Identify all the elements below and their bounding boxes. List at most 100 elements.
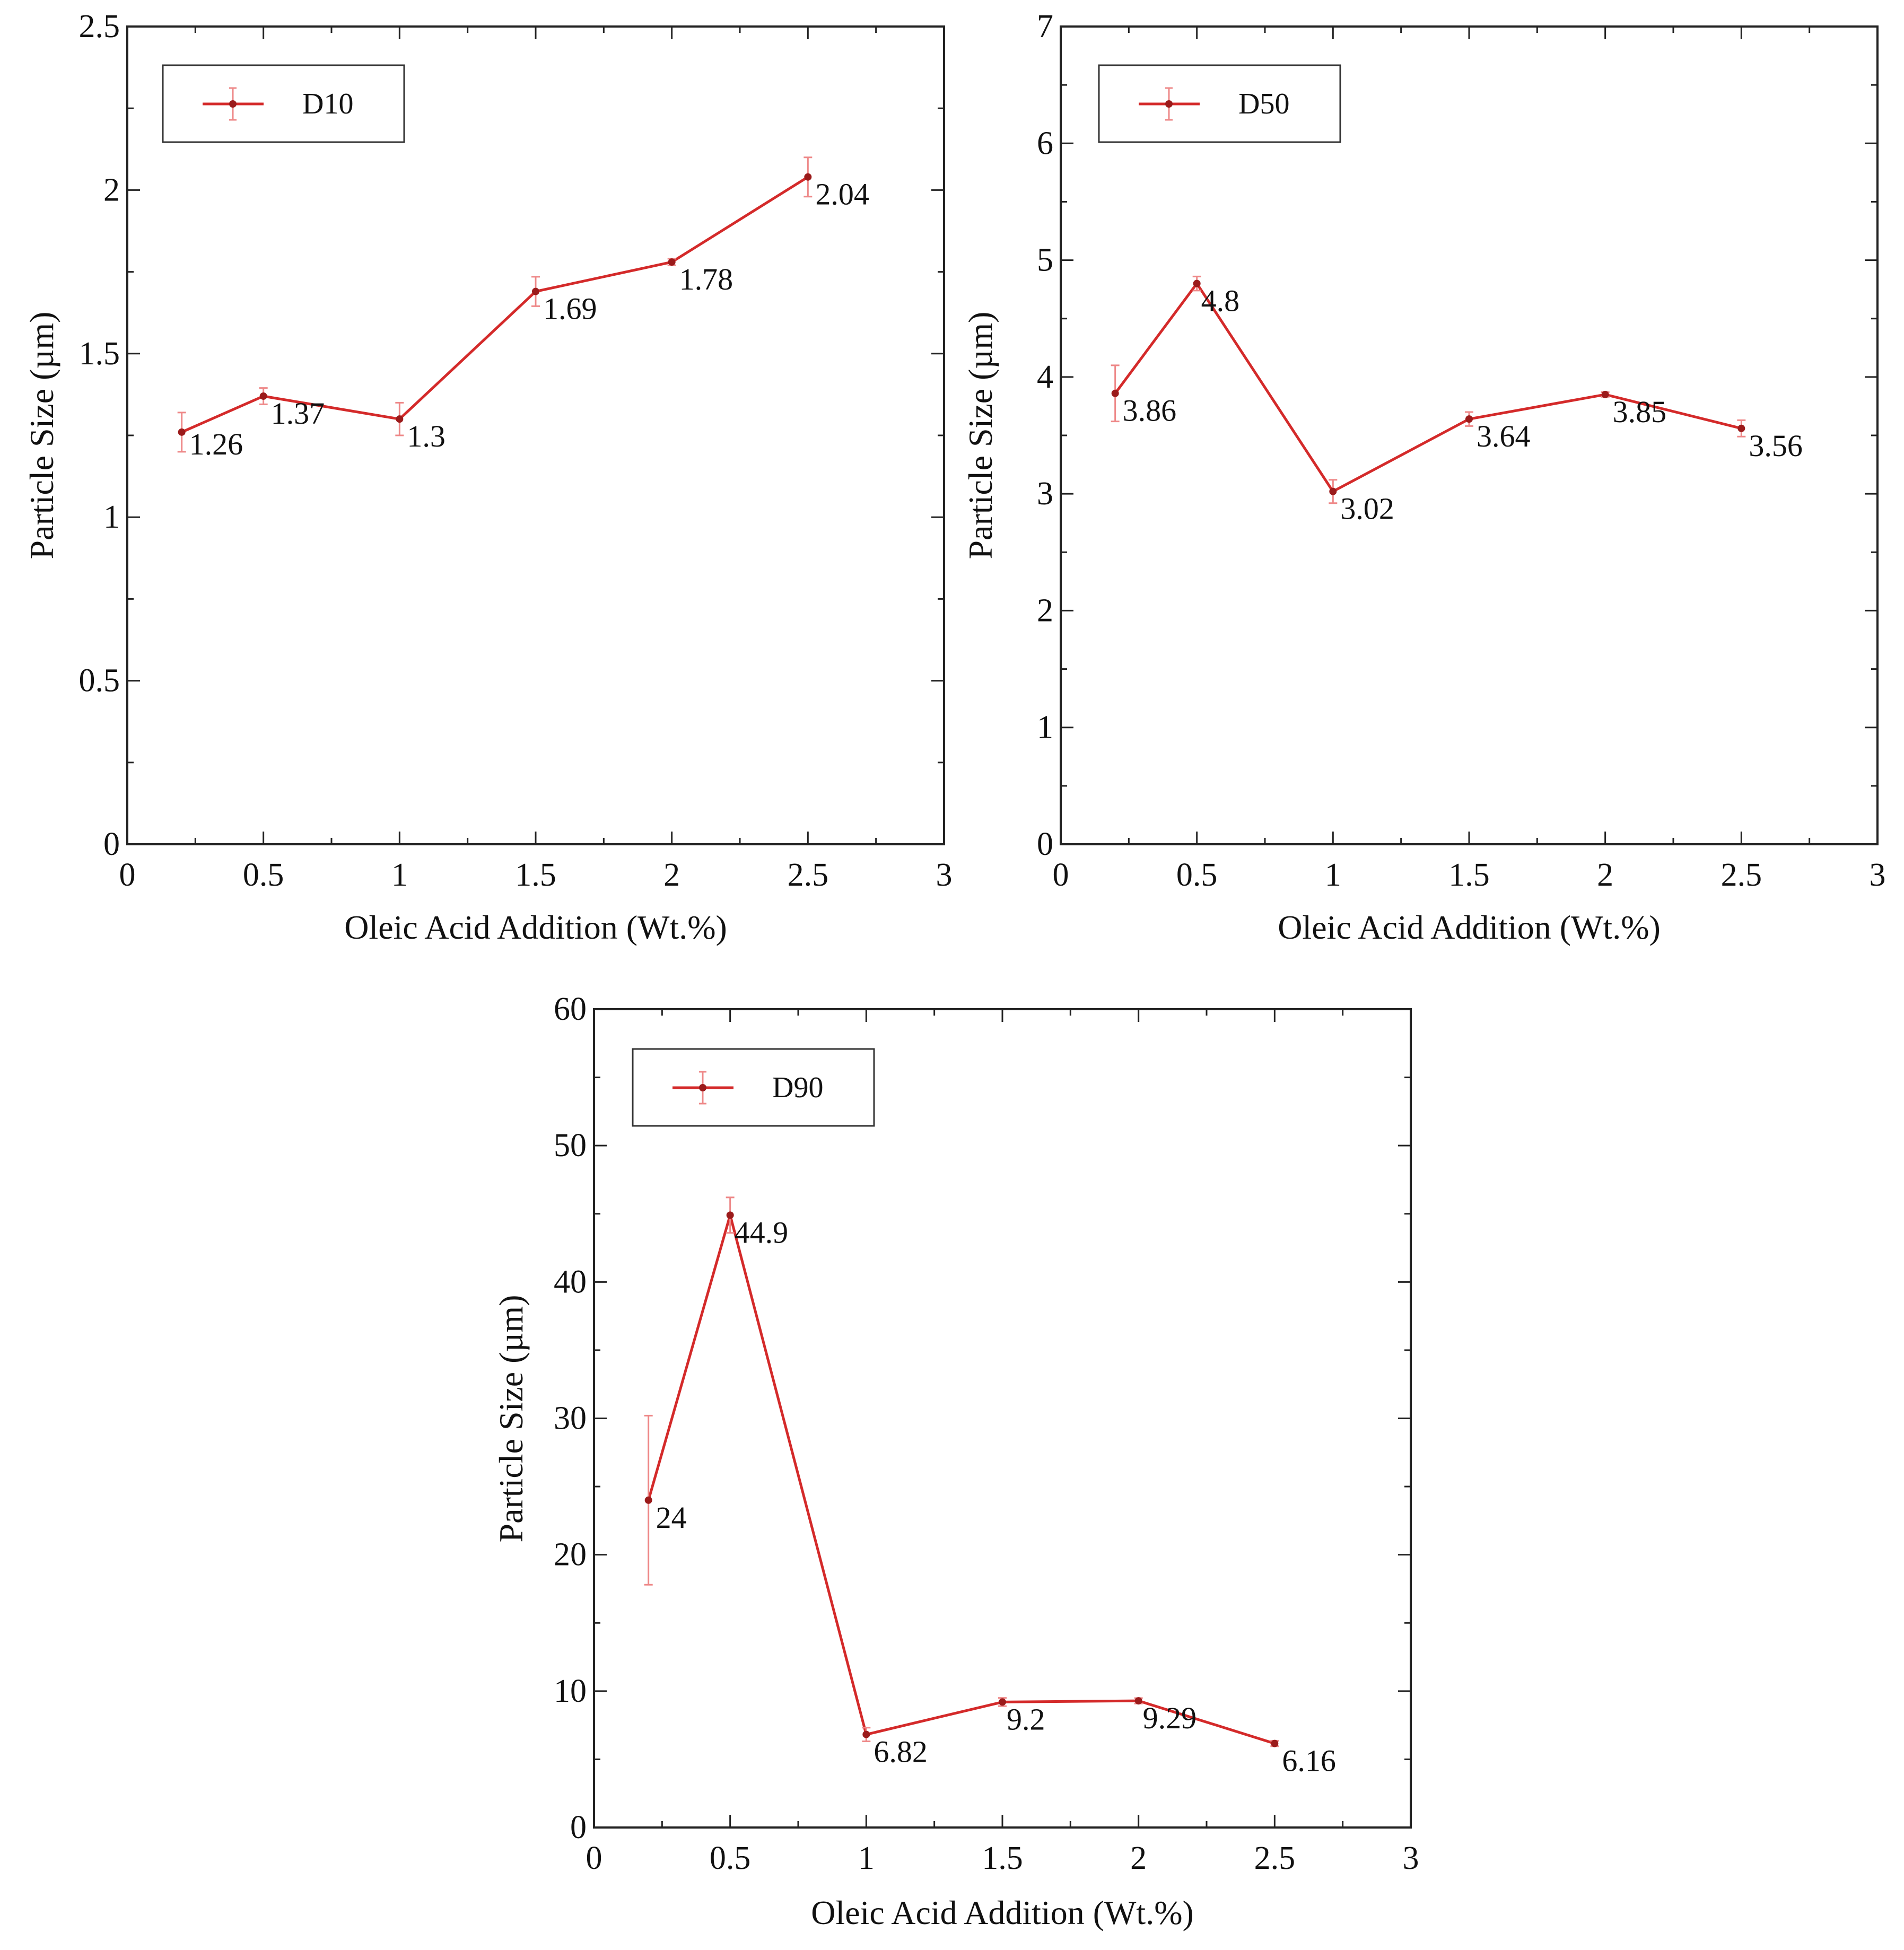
legend-label: D90 xyxy=(772,1071,823,1104)
y-tick-label: 20 xyxy=(554,1537,587,1573)
y-tick-label: 0.5 xyxy=(79,663,120,699)
tick-labels: 0 0.5 1 1.5 2 2.5 3 0 0.5 1 1.5 2 2.5 xyxy=(79,8,953,893)
x-tick-label: 2.5 xyxy=(1254,1840,1296,1876)
series-line-d90 xyxy=(647,1213,1276,1745)
y-tick-label: 0 xyxy=(570,1809,587,1846)
data-point xyxy=(178,428,186,436)
x-tick-label: 1.5 xyxy=(1448,857,1490,893)
legend: D10 xyxy=(162,64,405,143)
series-layer: 1.26 1.37 1.3 1.69 1.78 2.04 xyxy=(177,156,869,461)
chart-d50: 3.86 4.8 3.02 3.64 3.85 3.56 0 0.5 1 1.5 2 2.5 3 0 1 2… xyxy=(962,8,1886,946)
legend-label: D10 xyxy=(302,88,353,120)
y-tick-label: 2.5 xyxy=(79,8,120,45)
data-label: 1.3 xyxy=(407,419,446,453)
y-tick-label: 40 xyxy=(554,1264,587,1300)
x-tick-label: 2.5 xyxy=(788,857,829,893)
data-point xyxy=(1737,424,1745,432)
data-label: 3.85 xyxy=(1613,395,1667,429)
x-tick-label: 1 xyxy=(1325,857,1341,893)
data-label: 9.29 xyxy=(1143,1701,1197,1735)
x-tick-label: 3 xyxy=(936,857,953,893)
data-point xyxy=(1601,390,1609,398)
x-tick-label: 2.5 xyxy=(1721,857,1762,893)
y-tick-label: 3 xyxy=(1037,476,1053,512)
data-point xyxy=(999,1698,1006,1706)
series-layer: 3.86 4.8 3.02 3.64 3.85 3.56 xyxy=(1111,275,1803,526)
data-point xyxy=(1465,415,1473,423)
y-tick-label: 30 xyxy=(554,1401,587,1437)
legend-box xyxy=(1098,64,1341,143)
x-tick-label: 2 xyxy=(1130,1840,1147,1876)
data-point xyxy=(804,173,812,181)
data-label: 2.04 xyxy=(815,177,869,212)
y-axis-label: Particle Size (µm) xyxy=(962,312,999,559)
x-axis-label: Oleic Acid Addition (Wt.%) xyxy=(344,908,727,946)
data-label: 44.9 xyxy=(735,1215,789,1249)
x-tick-label: 0 xyxy=(1053,857,1069,893)
tick-labels: 0 0.5 1 1.5 2 2.5 3 0 1 2 3 4 5 6 7 xyxy=(1037,8,1886,893)
x-tick-label: 0.5 xyxy=(710,1840,751,1876)
data-point xyxy=(862,1730,870,1738)
data-point xyxy=(1271,1739,1279,1747)
x-tick-label: 3 xyxy=(1403,1840,1419,1876)
x-tick-label: 2 xyxy=(663,857,680,893)
legend: D90 xyxy=(632,1048,875,1127)
data-point xyxy=(396,415,404,423)
legend-box xyxy=(632,1048,875,1127)
data-label: 6.82 xyxy=(874,1735,928,1769)
data-label: 24 xyxy=(656,1500,687,1535)
y-tick-label: 2 xyxy=(1037,592,1053,628)
data-label: 6.16 xyxy=(1282,1744,1336,1778)
data-label: 3.02 xyxy=(1340,492,1394,526)
y-tick-label: 10 xyxy=(554,1673,587,1709)
x-tick-label: 1 xyxy=(391,857,408,893)
y-tick-label: 6 xyxy=(1037,125,1053,161)
data-point xyxy=(1329,487,1337,495)
y-tick-label: 1 xyxy=(1037,710,1053,746)
series-line-d10 xyxy=(181,176,809,434)
data-point xyxy=(532,287,539,295)
tick-marks xyxy=(593,1008,1412,1829)
y-tick-label: 0 xyxy=(1037,826,1053,862)
x-axis-label: Oleic Acid Addition (Wt.%) xyxy=(1278,908,1661,946)
y-tick-label: 7 xyxy=(1037,8,1053,45)
x-tick-label: 1 xyxy=(858,1840,875,1876)
data-point xyxy=(1111,389,1119,397)
y-axis-label: Particle Size (µm) xyxy=(492,1295,530,1543)
legend-label: D50 xyxy=(1238,88,1289,120)
y-tick-label: 1.5 xyxy=(79,336,120,372)
x-tick-label: 0.5 xyxy=(1176,857,1218,893)
y-tick-label: 60 xyxy=(554,991,587,1027)
x-tick-label: 0.5 xyxy=(243,857,284,893)
y-tick-label: 2 xyxy=(103,172,120,208)
x-tick-label: 0 xyxy=(586,1840,602,1876)
data-point xyxy=(1134,1697,1142,1705)
y-tick-label: 5 xyxy=(1037,242,1053,278)
y-tick-label: 1 xyxy=(103,499,120,535)
legend-marker xyxy=(699,1084,706,1091)
chart-d10: 1.26 1.37 1.3 1.69 1.78 2.04 0 0.5 1 1.5 2 2.5 3 0 0.… xyxy=(23,8,953,946)
data-label: 9.2 xyxy=(1007,1702,1045,1736)
y-tick-label: 0 xyxy=(103,826,120,862)
data-point xyxy=(644,1496,652,1504)
x-tick-label: 3 xyxy=(1870,857,1886,893)
data-point xyxy=(668,258,676,266)
tick-marks xyxy=(126,25,945,845)
legend-box xyxy=(162,64,405,143)
series-layer: 24 44.9 6.82 9.2 9.29 6.16 xyxy=(644,1196,1336,1778)
plot-frame xyxy=(126,25,945,845)
x-tick-label: 1.5 xyxy=(515,857,556,893)
legend-marker xyxy=(229,100,237,108)
tick-marks xyxy=(1060,25,1879,845)
y-axis-label: Particle Size (µm) xyxy=(23,312,60,559)
data-label: 1.69 xyxy=(543,292,597,326)
x-tick-label: 2 xyxy=(1597,857,1613,893)
data-label: 1.37 xyxy=(271,396,325,431)
legend-marker xyxy=(1165,100,1173,108)
y-tick-label: 50 xyxy=(554,1127,587,1164)
data-label: 4.8 xyxy=(1201,284,1240,318)
data-label: 3.86 xyxy=(1123,394,1177,428)
y-tick-label: 4 xyxy=(1037,359,1053,395)
